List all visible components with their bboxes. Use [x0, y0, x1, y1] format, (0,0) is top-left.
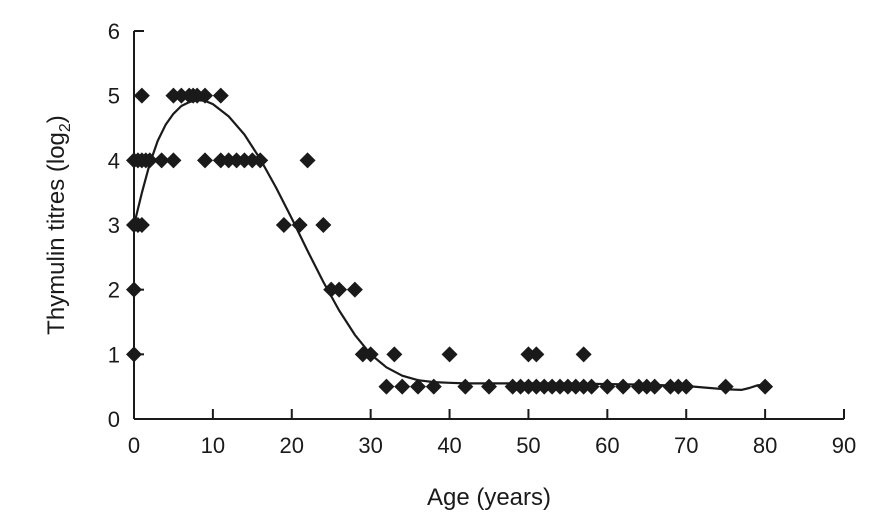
data-point-marker: [212, 87, 229, 104]
data-point-marker: [678, 378, 695, 395]
data-point-marker: [575, 346, 592, 363]
data-point-marker: [362, 346, 379, 363]
data-point-marker: [252, 152, 269, 169]
data-point-marker: [615, 378, 632, 395]
data-point-marker: [441, 346, 458, 363]
x-tick-label: 60: [595, 433, 619, 458]
data-point-marker: [315, 217, 332, 233]
y-tick-label: 0: [108, 407, 120, 432]
data-point-marker: [386, 346, 403, 363]
data-point-marker: [153, 152, 170, 169]
data-point-marker: [583, 378, 600, 395]
data-point-marker: [165, 152, 182, 169]
data-point-marker: [291, 217, 308, 233]
y-tick-label: 1: [108, 342, 120, 367]
x-tick-label: 80: [753, 433, 777, 458]
y-axis-title-subscript: 2: [57, 123, 74, 132]
data-point-marker: [481, 378, 497, 395]
y-axis-title-base: Thymulin titres (log: [43, 132, 70, 335]
data-point-marker: [528, 346, 545, 363]
y-axis-title-suffix: ): [43, 115, 70, 123]
data-point-marker: [425, 378, 442, 395]
x-axis-ticks: 0 10 20 30 40 50 60 70 80 90: [128, 409, 856, 458]
y-axis-title: Thymulin titres (log2): [43, 115, 74, 335]
x-axis-title: Age (years): [427, 484, 551, 511]
data-point-marker: [197, 152, 213, 169]
x-tick-label: 0: [128, 433, 140, 458]
data-point-marker: [126, 281, 142, 298]
x-tick-label: 40: [437, 433, 461, 458]
data-point-marker: [378, 378, 395, 395]
data-point-marker: [141, 152, 158, 169]
data-point-marker: [757, 378, 774, 395]
data-point-marker: [299, 152, 316, 169]
data-point-marker: [457, 378, 474, 395]
x-tick-label: 30: [358, 433, 382, 458]
data-point-marker: [197, 87, 213, 104]
axes: [133, 31, 844, 420]
data-point-marker: [126, 346, 142, 363]
data-point-marker: [133, 87, 150, 104]
data-point-marker: [646, 378, 663, 395]
x-tick-label: 10: [201, 433, 225, 458]
data-point-marker: [133, 217, 150, 233]
data-points: [126, 87, 774, 395]
data-point-marker: [717, 378, 734, 395]
data-point-marker: [394, 378, 411, 395]
y-tick-label: 3: [108, 213, 120, 238]
data-point-marker: [410, 378, 426, 395]
data-point-marker: [331, 281, 348, 298]
data-point-marker: [599, 378, 616, 395]
x-tick-label: 50: [516, 433, 540, 458]
y-tick-label: 6: [108, 19, 120, 44]
x-tick-label: 70: [674, 433, 698, 458]
y-tick-label: 4: [108, 148, 120, 173]
y-tick-label: 5: [108, 84, 120, 109]
y-tick-label: 2: [108, 278, 120, 303]
data-point-marker: [346, 281, 363, 298]
data-point-marker: [275, 217, 292, 233]
x-tick-label: 20: [280, 433, 304, 458]
x-tick-label: 90: [832, 433, 856, 458]
